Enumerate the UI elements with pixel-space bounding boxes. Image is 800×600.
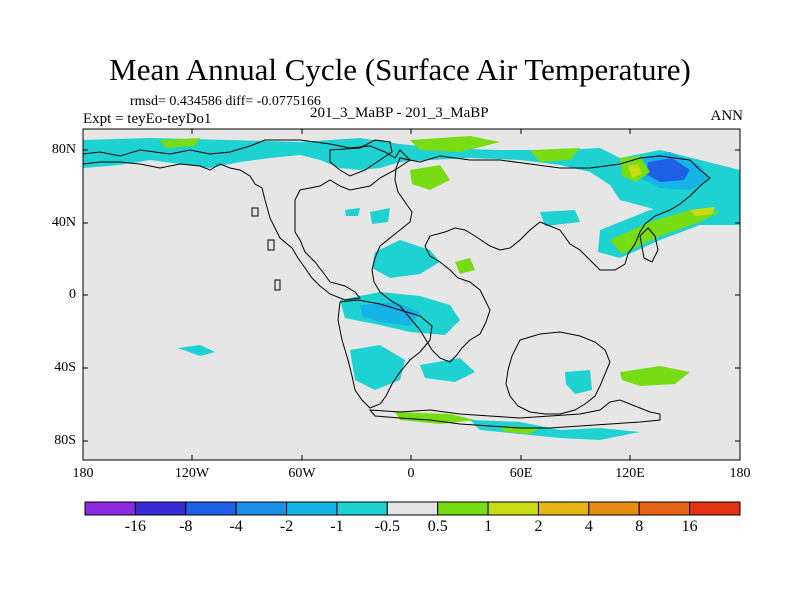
colorbar-label: -4 xyxy=(229,518,243,535)
lat-label-0: 0 xyxy=(69,287,76,302)
lon-label-120e: 120E xyxy=(615,466,645,481)
colorbar-box xyxy=(286,501,338,516)
colorbar-label: 2 xyxy=(534,518,543,535)
colorbar-label: 16 xyxy=(681,518,698,535)
lon-label-60e: 60E xyxy=(509,466,533,481)
colorbar-label: 8 xyxy=(635,518,644,535)
atlantic-small-cyan xyxy=(370,208,390,224)
colorbar-box xyxy=(638,501,691,516)
axis-ticks xyxy=(83,129,740,460)
colorbar-box xyxy=(487,501,539,516)
arctic-yellow-patch xyxy=(628,164,642,178)
south-cyan-1 xyxy=(350,345,405,390)
south-cyan-4 xyxy=(470,420,640,440)
tropical-sky xyxy=(360,302,420,326)
south-green-africa xyxy=(395,412,475,424)
south-cyan-2 xyxy=(420,358,475,382)
eurasia-africa-outline xyxy=(371,155,711,363)
ne-asia-yellow xyxy=(690,207,715,216)
colorbar-box xyxy=(185,501,237,516)
south-green-east xyxy=(620,366,690,386)
africa-green xyxy=(455,258,475,274)
atlantic-tiny-cyan xyxy=(345,208,360,216)
sa-cyan-west xyxy=(178,345,215,356)
greenland-outline xyxy=(329,139,393,177)
anomaly-fields xyxy=(83,136,740,440)
south-cyan-3 xyxy=(565,370,592,394)
lon-label-0: 0 xyxy=(407,466,415,481)
colorbar-box xyxy=(588,501,640,516)
north-america-outline xyxy=(83,139,411,301)
colorbar-box xyxy=(537,501,590,516)
colorbar-label: -2 xyxy=(279,518,294,535)
east-asia-cyan xyxy=(540,210,580,226)
colorbar-box xyxy=(437,501,489,516)
lon-label-60w: 60W xyxy=(288,466,316,481)
lat-label-80s: 80S xyxy=(54,433,76,448)
colorbar-label: 0.5 xyxy=(427,518,448,535)
colorbar-label: 1 xyxy=(484,518,493,535)
stats-text: rmsd= 0.434586 diff= -0.0775166 xyxy=(130,94,321,109)
australia-outline xyxy=(505,331,611,415)
atlantic-cyan-north xyxy=(372,240,440,278)
arctic-blue-patch xyxy=(646,158,690,182)
japan-outline xyxy=(639,227,659,263)
ne-asia-green xyxy=(610,210,720,254)
colorbar-label: 4 xyxy=(584,518,593,535)
colorbar-box xyxy=(84,501,136,516)
colorbar-label: -1 xyxy=(330,518,344,535)
south-america-outline xyxy=(337,299,433,409)
center-label: 201_3_MaBP - 201_3_MaBP xyxy=(310,105,489,121)
lat-label-40n: 40N xyxy=(51,215,76,230)
lat-label-40s: 40S xyxy=(54,360,76,375)
colorbar-label: -0.5 xyxy=(374,518,400,535)
lon-label-180e: 180 xyxy=(729,466,751,481)
lon-label-180w: 180 xyxy=(72,466,94,481)
colorbar xyxy=(84,501,741,516)
colorbar-box xyxy=(336,501,388,516)
antarctica-outline xyxy=(368,399,661,429)
colorbar-box xyxy=(386,501,439,516)
arctic-green-patch-4 xyxy=(530,148,580,162)
continent-outlines xyxy=(83,139,711,429)
colorbar-label: -8 xyxy=(179,518,193,535)
plot-title: Mean Annual Cycle (Surface Air Temperatu… xyxy=(109,52,691,87)
colorbar-box xyxy=(134,501,187,516)
island-outline-1 xyxy=(251,207,259,217)
arctic-green-patch-2 xyxy=(410,165,450,190)
colorbar-box xyxy=(689,501,741,516)
colorbar-label: -16 xyxy=(124,518,147,535)
island-outline-2 xyxy=(267,239,275,251)
season-label: ANN xyxy=(710,108,744,124)
experiment-label: Expt = teyEo-teyDo1 xyxy=(83,111,212,127)
arctic-green-patch-5 xyxy=(160,138,200,148)
lat-label-80n: 80N xyxy=(51,142,76,157)
island-outline-3 xyxy=(274,279,281,291)
arctic-cyan-region xyxy=(83,138,740,218)
colorbar-box xyxy=(235,501,288,516)
lon-label-120w: 120W xyxy=(174,466,210,481)
arctic-green-patch-1 xyxy=(410,136,500,152)
